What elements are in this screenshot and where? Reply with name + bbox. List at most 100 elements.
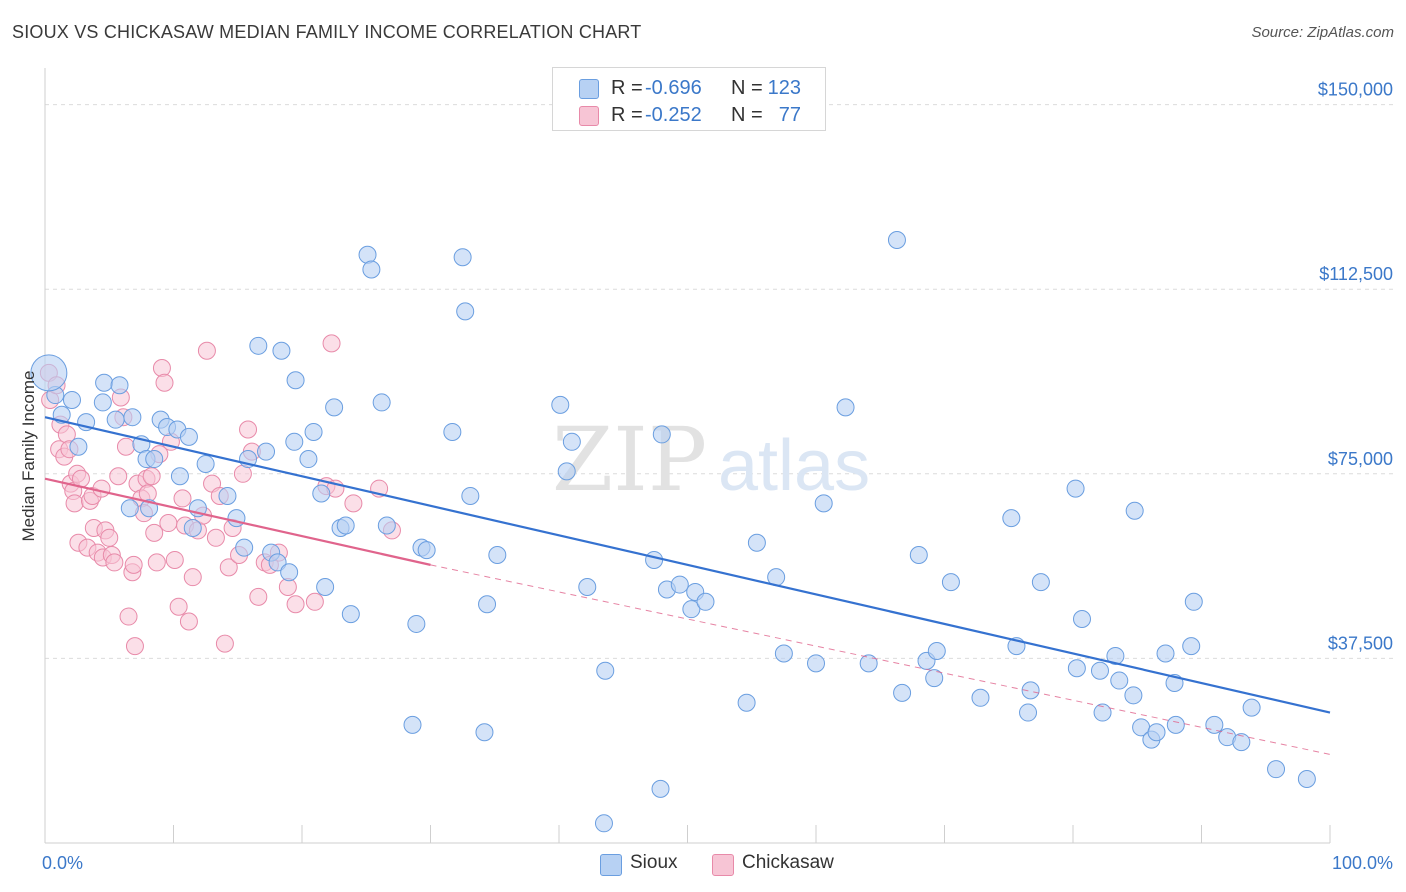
chickasaw-r-value: -0.252	[645, 104, 702, 126]
sioux-point	[304, 422, 323, 441]
sioux-point	[196, 454, 215, 473]
sioux-point	[909, 546, 928, 565]
sioux-point	[557, 462, 576, 481]
chickasaw-n-value: 77	[778, 104, 801, 126]
sioux-point	[316, 578, 335, 597]
sioux-point	[120, 499, 139, 518]
chickasaw-point	[179, 612, 198, 631]
sioux-point	[218, 486, 237, 505]
sioux-point	[1125, 501, 1144, 520]
sioux-point	[1066, 479, 1085, 498]
chickasaw-point	[286, 595, 305, 614]
sioux-point	[443, 422, 462, 441]
sioux-point	[887, 230, 906, 249]
chickasaw-point	[119, 607, 138, 626]
sioux-point	[807, 654, 825, 673]
y-axis-label: Median Family Income	[19, 370, 38, 541]
chickasaw-point	[219, 558, 238, 577]
sioux-point	[859, 654, 878, 673]
sioux-point	[1124, 686, 1143, 705]
chickasaw-point	[125, 637, 144, 656]
sioux-swatch	[579, 79, 599, 99]
sioux-point	[145, 450, 164, 469]
sioux-point	[377, 516, 396, 535]
chickasaw-point	[159, 514, 178, 533]
sioux-point	[407, 614, 426, 633]
trend-lines	[44, 416, 1331, 755]
sioux-point	[358, 245, 377, 264]
sioux-point	[645, 550, 664, 569]
sioux-point	[1110, 671, 1129, 690]
chickasaw-point	[92, 479, 111, 498]
sioux-point	[280, 563, 299, 582]
r-label: R =	[611, 104, 643, 126]
sioux-point	[1019, 703, 1038, 722]
sioux-point	[272, 341, 291, 360]
axes	[44, 68, 1331, 844]
sioux-point	[670, 575, 689, 594]
chickasaw-point	[145, 523, 164, 542]
sioux-point-large	[30, 354, 68, 392]
sioux-point	[747, 533, 766, 552]
chickasaw-trend-line	[44, 477, 431, 566]
chickasaw-point	[109, 467, 128, 486]
sioux-point	[268, 553, 287, 572]
sioux-point	[110, 376, 129, 395]
sioux-point	[1002, 509, 1021, 528]
sioux-point	[1297, 770, 1316, 789]
sioux-point	[1156, 644, 1175, 663]
sioux-point	[927, 642, 946, 661]
sioux-point	[562, 432, 581, 451]
sioux-point	[682, 600, 701, 619]
sioux-point	[1021, 681, 1040, 700]
sioux-point	[170, 467, 189, 486]
sioux-point	[453, 248, 472, 267]
sioux-point	[93, 393, 112, 412]
sioux-point	[1093, 703, 1112, 722]
sioux-point	[257, 442, 276, 461]
sioux-point	[1072, 610, 1091, 629]
grid-lines	[45, 104, 1393, 659]
sioux-point	[456, 302, 475, 321]
sioux-trend-line	[44, 416, 1331, 714]
watermark-zip: ZIP	[552, 408, 707, 511]
sioux-point	[183, 518, 202, 537]
sioux-point	[737, 693, 756, 712]
chart-title: SIOUX VS CHICKASAW MEDIAN FAMILY INCOME …	[12, 22, 642, 42]
sioux-point	[312, 484, 331, 503]
sioux-swatch	[600, 854, 622, 876]
sioux-point	[488, 546, 507, 565]
sioux-point	[893, 683, 912, 702]
chickasaw-point	[305, 592, 324, 611]
sioux-n-value: 123	[767, 77, 801, 99]
chickasaw-point	[124, 555, 143, 574]
chickasaw-point	[183, 568, 202, 587]
sioux-point	[62, 390, 81, 409]
sioux-point	[478, 595, 497, 614]
chickasaw-swatch	[579, 106, 599, 126]
sioux-point	[1090, 661, 1109, 680]
chickasaw-point	[206, 528, 225, 547]
sioux-point	[652, 425, 671, 444]
sioux-point	[594, 814, 613, 833]
chickasaw-point	[344, 494, 363, 513]
sioux-point	[1182, 637, 1201, 656]
sioux-point	[1031, 573, 1050, 592]
sioux-point	[235, 538, 254, 557]
sioux-point	[1242, 698, 1261, 717]
source-credit: Source: ZipAtlas.com	[1251, 24, 1394, 41]
chickasaw-point	[165, 550, 184, 569]
sioux-point	[651, 779, 670, 798]
sioux-point	[123, 408, 142, 427]
y-tick-label: $75,000	[1328, 449, 1393, 469]
sioux-point	[774, 644, 793, 663]
sioux-point	[69, 437, 88, 456]
sioux-point	[285, 432, 304, 451]
y-tick-labels: $37,500 $75,000 $112,500 $150,000	[1318, 80, 1393, 654]
chickasaw-point	[65, 494, 84, 513]
chickasaw-point	[249, 587, 268, 606]
legend-row-sioux: R = -0.696 N = 123	[553, 75, 825, 101]
sioux-point	[227, 509, 246, 528]
watermark-atlas: atlas	[718, 426, 870, 506]
